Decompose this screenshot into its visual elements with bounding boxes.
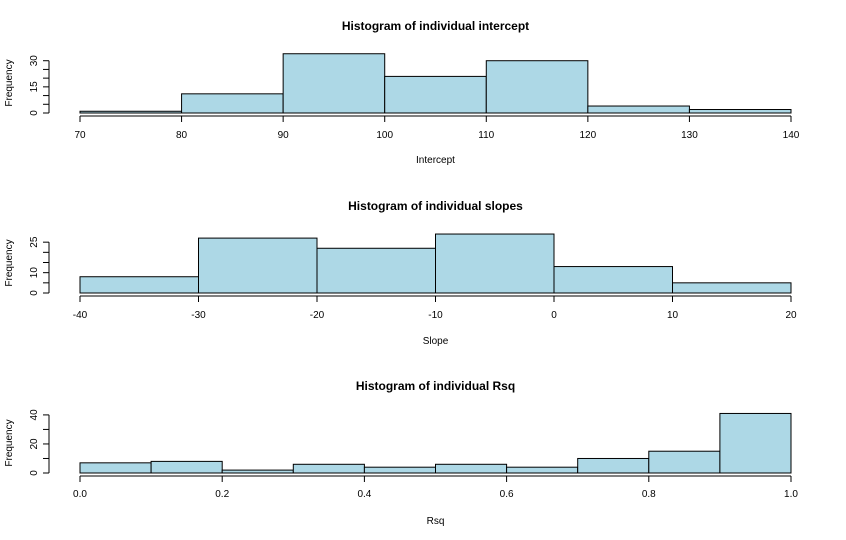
rsq-bar xyxy=(506,466,579,474)
intercept-bar xyxy=(587,105,690,114)
rsq-bar xyxy=(150,460,223,474)
slope-y-axis-label: Frequency xyxy=(4,239,15,286)
intercept-x-tick-label: 130 xyxy=(681,130,698,141)
rsq-bar xyxy=(79,462,152,474)
rsq-x-tick-label: 0.0 xyxy=(73,489,87,500)
rsq-y-tick-label: 0 xyxy=(29,470,40,476)
rsq-bar xyxy=(719,412,792,474)
rsq-bar xyxy=(363,466,436,474)
slope-y-tick-label: 10 xyxy=(29,267,40,279)
slope-x-tick-label: 0 xyxy=(551,310,557,321)
intercept-x-tick-label: 90 xyxy=(278,130,290,141)
intercept-chart-title: Histogram of individual intercept xyxy=(342,19,529,33)
slope-bar xyxy=(316,247,436,294)
intercept-bar xyxy=(384,75,487,114)
slope-chart-title: Histogram of individual slopes xyxy=(348,199,523,213)
rsq-chart-title: Histogram of individual Rsq xyxy=(356,379,515,393)
rsq-x-tick-label: 0.6 xyxy=(500,489,514,500)
intercept-y-tick-label: 0 xyxy=(29,110,40,116)
intercept-y-tick-label: 30 xyxy=(29,55,40,67)
slope-bar xyxy=(553,266,673,294)
intercept-x-tick-label: 80 xyxy=(176,130,188,141)
histogram-intercept: Histogram of individual intercept 70 80 90 1… xyxy=(4,19,800,166)
slope-bar xyxy=(198,237,318,294)
histogram-slope: Histogram of individual slopes -40 -30 -20 -… xyxy=(4,199,797,347)
rsq-bar xyxy=(577,457,650,474)
rsq-y-tick-label: 40 xyxy=(29,409,40,421)
rsq-y-axis-label: Frequency xyxy=(4,419,15,466)
histogram-rsq: Histogram of individual Rsq 0.0 0.2 0.4 0.6 0… xyxy=(4,379,798,527)
intercept-y-axis-label: Frequency xyxy=(4,59,15,106)
intercept-bar xyxy=(181,93,284,114)
intercept-x-axis-label: Intercept xyxy=(416,155,455,166)
rsq-bar xyxy=(221,469,294,474)
intercept-x-tick-label: 110 xyxy=(478,130,494,141)
intercept-x-tick-label: 100 xyxy=(376,130,393,141)
intercept-x-tick-label: 70 xyxy=(74,130,86,141)
intercept-bar xyxy=(79,110,183,114)
rsq-x-tick-label: 1.0 xyxy=(784,489,798,500)
slope-x-tick-label: -10 xyxy=(428,310,443,321)
intercept-x-tick-label: 140 xyxy=(783,130,800,141)
slope-x-tick-label: 10 xyxy=(667,310,679,321)
slope-x-tick-label: -20 xyxy=(310,310,325,321)
intercept-bar xyxy=(688,109,792,114)
rsq-x-axis-label: Rsq xyxy=(427,516,445,527)
slope-y-tick-label: 0 xyxy=(29,290,40,296)
slope-x-tick-label: -30 xyxy=(191,310,206,321)
slope-bar xyxy=(672,282,792,294)
rsq-bar xyxy=(292,463,365,474)
rsq-bar xyxy=(435,463,508,474)
slope-x-tick-label: 20 xyxy=(785,310,797,321)
intercept-bar xyxy=(282,53,386,114)
rsq-x-tick-label: 0.2 xyxy=(215,489,229,500)
slope-bar xyxy=(79,276,199,294)
slope-y-tick-label: 25 xyxy=(29,236,40,248)
intercept-y-tick-label: 15 xyxy=(29,81,40,93)
rsq-x-tick-label: 0.8 xyxy=(642,489,656,500)
rsq-bar xyxy=(648,450,721,474)
intercept-x-tick-label: 120 xyxy=(580,130,597,141)
slope-bar xyxy=(435,233,555,294)
intercept-bar xyxy=(485,60,589,114)
slope-x-axis-label: Slope xyxy=(423,336,449,347)
rsq-y-tick-label: 20 xyxy=(29,438,40,450)
slope-x-tick-label: -40 xyxy=(73,310,88,321)
rsq-x-tick-label: 0.4 xyxy=(357,489,371,500)
